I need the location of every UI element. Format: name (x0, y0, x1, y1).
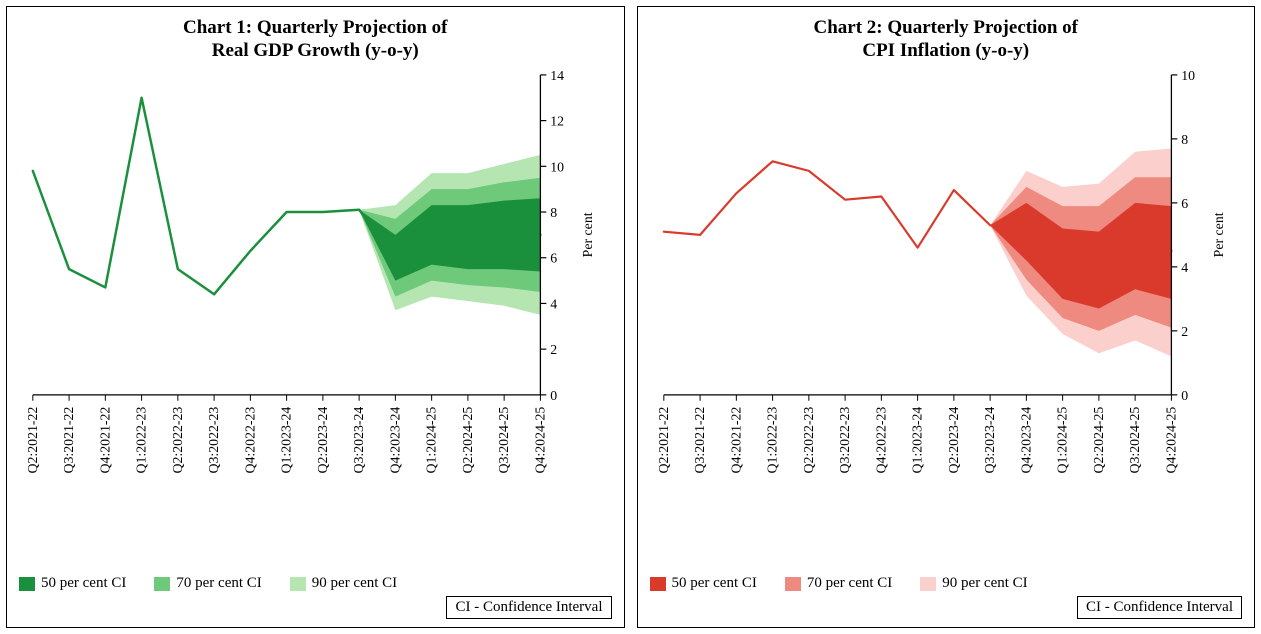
chart1-legend-ci90-label: 90 per cent CI (312, 575, 397, 592)
svg-text:10: 10 (550, 159, 564, 174)
chart2-legend-ci50-label: 50 per cent CI (672, 575, 757, 592)
chart2-panel: Chart 2: Quarterly Projection of CPI Inf… (637, 6, 1256, 628)
chart2-title: Chart 2: Quarterly Projection of CPI Inf… (650, 17, 1243, 63)
svg-text:6: 6 (550, 250, 557, 265)
svg-text:Q2:2022-23: Q2:2022-23 (170, 406, 185, 473)
chart1-legend-ci90: 90 per cent CI (290, 575, 397, 592)
svg-text:10: 10 (1181, 67, 1195, 82)
svg-text:Q4:2022-23: Q4:2022-23 (242, 406, 257, 473)
svg-text:Q4:2023-24: Q4:2023-24 (387, 406, 402, 473)
svg-text:Q2:2023-24: Q2:2023-24 (315, 406, 330, 473)
svg-text:Q3:2022-23: Q3:2022-23 (837, 406, 852, 473)
svg-text:Q3:2021-22: Q3:2021-22 (61, 406, 76, 473)
svg-text:Q2:2023-24: Q2:2023-24 (945, 406, 960, 473)
svg-text:Q4:2021-22: Q4:2021-22 (97, 406, 112, 473)
chart1-plot-wrap: 0 2 4 6 8 10 12 14 Per cent Q2:2021-22 Q3:2021-22 Q… (19, 67, 612, 571)
chart1-legend-ci70: 70 per cent CI (154, 575, 261, 592)
svg-text:Q2:2024-25: Q2:2024-25 (460, 406, 475, 473)
svg-text:14: 14 (550, 67, 564, 82)
svg-text:8: 8 (550, 205, 557, 220)
svg-text:Q4:2021-22: Q4:2021-22 (728, 406, 743, 473)
chart2-legend-ci50: 50 per cent CI (650, 575, 757, 592)
swatch-ci50 (650, 577, 666, 591)
svg-text:Per cent: Per cent (580, 212, 595, 257)
svg-text:Q3:2023-24: Q3:2023-24 (351, 406, 366, 473)
swatch-ci90 (920, 577, 936, 591)
chart2-title-line2: CPI Inflation (y-o-y) (862, 40, 1029, 61)
chart2-legend-ci70: 70 per cent CI (785, 575, 892, 592)
svg-text:2: 2 (550, 342, 557, 357)
svg-text:Q4:2024-25: Q4:2024-25 (1163, 406, 1178, 473)
svg-text:12: 12 (550, 113, 564, 128)
chart2-ci-note: CI - Confidence Interval (1077, 596, 1242, 619)
chart2-legend: 50 per cent CI 70 per cent CI 90 per cen… (650, 571, 1243, 594)
chart1-svg: 0 2 4 6 8 10 12 14 Per cent Q2:2021-22 Q3:2021-22 Q… (19, 67, 612, 492)
swatch-ci70 (785, 577, 801, 591)
svg-text:Q3:2024-25: Q3:2024-25 (496, 406, 511, 473)
swatch-ci90 (290, 577, 306, 591)
svg-text:Q1:2024-25: Q1:2024-25 (1054, 406, 1069, 473)
svg-text:6: 6 (1181, 195, 1188, 210)
chart2-legend-ci90: 90 per cent CI (920, 575, 1027, 592)
charts-container: Chart 1: Quarterly Projection of Real GD… (0, 0, 1261, 634)
chart1-legend: 50 per cent CI 70 per cent CI 90 per cen… (19, 571, 612, 594)
svg-text:Q1:2024-25: Q1:2024-25 (424, 406, 439, 473)
svg-text:Q3:2023-24: Q3:2023-24 (982, 406, 997, 473)
svg-text:Q1:2022-23: Q1:2022-23 (764, 406, 779, 473)
chart1-panel: Chart 1: Quarterly Projection of Real GD… (6, 6, 625, 628)
svg-text:Q4:2022-23: Q4:2022-23 (873, 406, 888, 473)
svg-text:Q4:2023-24: Q4:2023-24 (1018, 406, 1033, 473)
svg-text:Q3:2022-23: Q3:2022-23 (206, 406, 221, 473)
svg-text:Q2:2024-25: Q2:2024-25 (1090, 406, 1105, 473)
swatch-ci50 (19, 577, 35, 591)
chart1-legend-ci50: 50 per cent CI (19, 575, 126, 592)
svg-text:0: 0 (550, 387, 557, 402)
chart1-title-line2: Real GDP Growth (y-o-y) (212, 40, 419, 61)
chart1-legend-ci70-label: 70 per cent CI (176, 575, 261, 592)
chart1-legend-ci50-label: 50 per cent CI (41, 575, 126, 592)
svg-text:4: 4 (1181, 259, 1188, 274)
svg-text:8: 8 (1181, 131, 1188, 146)
chart2-svg: 0 2 4 6 8 10 Per cent Q2:2021-22 Q3:2021-22 Q4:20… (650, 67, 1243, 492)
svg-text:Q2:2022-23: Q2:2022-23 (800, 406, 815, 473)
svg-text:Q2:2021-22: Q2:2021-22 (655, 406, 670, 473)
swatch-ci70 (154, 577, 170, 591)
svg-text:Q4:2024-25: Q4:2024-25 (532, 406, 547, 473)
svg-text:2: 2 (1181, 323, 1188, 338)
svg-text:Q1:2022-23: Q1:2022-23 (134, 406, 149, 473)
svg-text:Q3:2024-25: Q3:2024-25 (1127, 406, 1142, 473)
svg-text:4: 4 (550, 296, 557, 311)
chart2-plot-wrap: 0 2 4 6 8 10 Per cent Q2:2021-22 Q3:2021-22 Q4:20… (650, 67, 1243, 571)
chart1-title-line1: Chart 1: Quarterly Projection of (183, 17, 448, 38)
chart1-ci-note: CI - Confidence Interval (446, 596, 611, 619)
chart2-title-line1: Chart 2: Quarterly Projection of (813, 17, 1078, 38)
svg-text:Q3:2021-22: Q3:2021-22 (692, 406, 707, 473)
svg-text:Q1:2023-24: Q1:2023-24 (279, 406, 294, 473)
svg-text:Per cent: Per cent (1210, 212, 1225, 257)
chart1-title: Chart 1: Quarterly Projection of Real GD… (19, 17, 612, 63)
chart2-legend-ci90-label: 90 per cent CI (942, 575, 1027, 592)
svg-text:Q2:2021-22: Q2:2021-22 (25, 406, 40, 473)
svg-text:0: 0 (1181, 387, 1188, 402)
svg-text:Q1:2023-24: Q1:2023-24 (909, 406, 924, 473)
chart2-legend-ci70-label: 70 per cent CI (807, 575, 892, 592)
